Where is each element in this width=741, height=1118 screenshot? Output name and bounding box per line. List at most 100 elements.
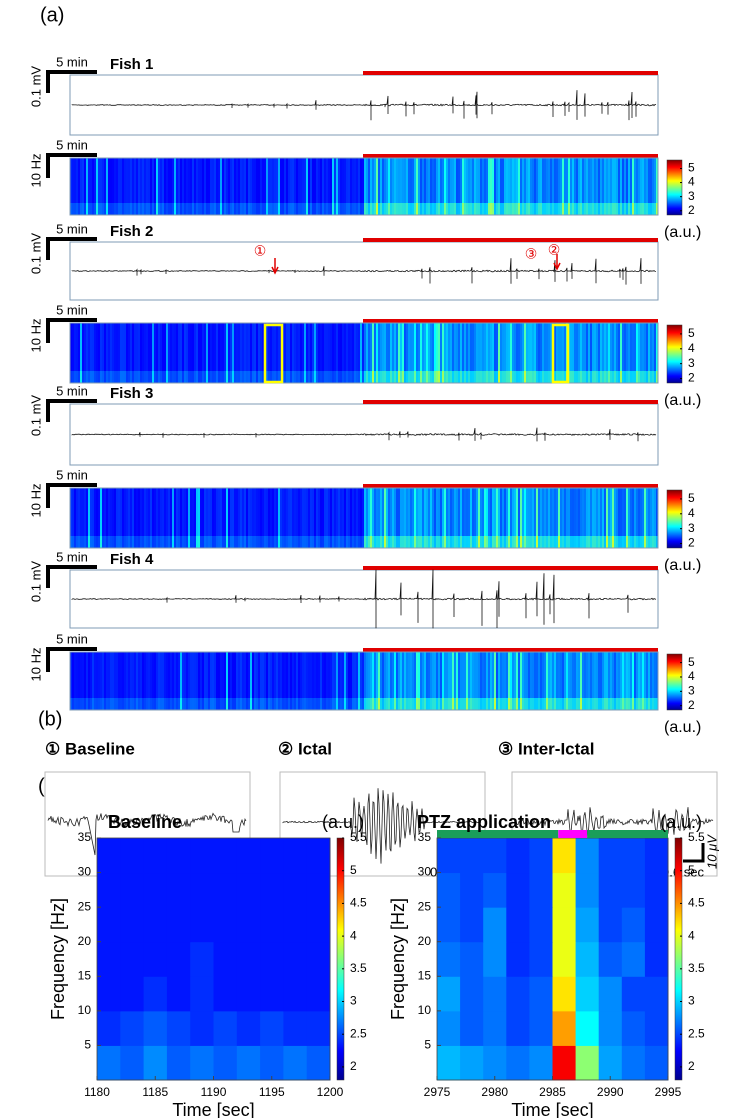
heatmap-cell bbox=[260, 907, 284, 943]
spectrogram-low bbox=[246, 371, 248, 383]
spectrogram-column bbox=[194, 488, 196, 548]
heatmap-cell bbox=[529, 976, 553, 1012]
y-tick-label: 5 bbox=[424, 1038, 431, 1052]
spectrogram-column bbox=[634, 158, 636, 215]
spectrogram-column bbox=[462, 323, 464, 383]
spectrogram-column bbox=[452, 488, 454, 548]
spectrogram-low bbox=[610, 536, 612, 548]
spectrogram-column bbox=[110, 323, 112, 383]
spectrogram-low bbox=[252, 203, 254, 215]
spectrogram-low bbox=[324, 371, 326, 383]
spectrogram-column bbox=[256, 652, 258, 710]
spectrogram-column bbox=[440, 488, 442, 548]
spectrogram-low bbox=[386, 371, 388, 383]
spectrogram-low bbox=[152, 203, 154, 215]
spectrogram-column bbox=[582, 652, 584, 710]
spectrogram-low bbox=[504, 536, 506, 548]
spectrogram-low bbox=[120, 203, 122, 215]
spectrogram-low bbox=[410, 536, 412, 548]
heatmap-cell bbox=[97, 976, 121, 1012]
spectrogram-low bbox=[488, 698, 490, 710]
treatment-bar bbox=[363, 484, 658, 488]
spectrogram-column bbox=[134, 158, 136, 215]
spectrogram-low bbox=[544, 203, 546, 215]
spectrogram-column bbox=[78, 323, 80, 383]
spectrogram-low bbox=[112, 203, 114, 215]
spectrogram-column bbox=[128, 323, 130, 383]
spectrogram-low bbox=[430, 203, 432, 215]
spectrogram-column bbox=[226, 488, 228, 548]
spectrogram-low bbox=[192, 203, 194, 215]
spectrogram-low bbox=[198, 698, 200, 710]
spectrogram-low bbox=[634, 203, 636, 215]
spectrogram-low bbox=[244, 536, 246, 548]
spectrogram-low bbox=[448, 371, 450, 383]
spectrogram-column bbox=[202, 652, 204, 710]
spectrogram-column bbox=[106, 323, 108, 383]
spectrogram-low bbox=[584, 371, 586, 383]
spectrogram-column bbox=[416, 158, 418, 215]
spectrogram-column bbox=[530, 488, 532, 548]
spectrogram-low bbox=[524, 536, 526, 548]
spectrogram-column bbox=[104, 323, 106, 383]
spectrogram-low bbox=[214, 698, 216, 710]
spectrogram-low bbox=[78, 371, 80, 383]
spectrogram-low bbox=[614, 698, 616, 710]
spectrogram-column bbox=[250, 323, 252, 383]
chart-title: PTZ application bbox=[417, 812, 551, 832]
spectrogram-column bbox=[414, 158, 416, 215]
spectrogram-column bbox=[594, 158, 596, 215]
spectrogram-low bbox=[286, 536, 288, 548]
spectrogram-low bbox=[362, 698, 364, 710]
spectrogram-low bbox=[434, 536, 436, 548]
spectrogram-column bbox=[610, 158, 612, 215]
spectrogram-low bbox=[636, 536, 638, 548]
spectrogram-column bbox=[510, 652, 512, 710]
spectrogram-low bbox=[452, 698, 454, 710]
spectrogram-column bbox=[394, 323, 396, 383]
spectrogram-column bbox=[512, 488, 514, 548]
spectrogram-column bbox=[248, 488, 250, 548]
spectrogram-low bbox=[388, 698, 390, 710]
spectrogram-low bbox=[440, 203, 442, 215]
spectrogram-low bbox=[132, 371, 134, 383]
spectrogram-low bbox=[606, 371, 608, 383]
spectrogram-low bbox=[332, 203, 334, 215]
spectrogram-low bbox=[436, 371, 438, 383]
spectrogram-low bbox=[198, 536, 200, 548]
spectrogram-low bbox=[166, 203, 168, 215]
spectrogram-column bbox=[116, 652, 118, 710]
spectrogram-column bbox=[124, 488, 126, 548]
spectrogram-low bbox=[206, 536, 208, 548]
spectrogram-low bbox=[276, 371, 278, 383]
spectrogram-column bbox=[150, 158, 152, 215]
spectrogram-low bbox=[542, 536, 544, 548]
spectrogram-column bbox=[412, 652, 414, 710]
spectrogram-low bbox=[88, 698, 90, 710]
spectrogram-column bbox=[638, 323, 640, 383]
spectrogram-column bbox=[246, 488, 248, 548]
spectrogram-low bbox=[344, 536, 346, 548]
spectrogram-column bbox=[380, 323, 382, 383]
spectrogram-low bbox=[572, 371, 574, 383]
spectrogram-low bbox=[376, 371, 378, 383]
spectrogram-low bbox=[154, 536, 156, 548]
spectrogram-column bbox=[448, 158, 450, 215]
spectrogram-low bbox=[350, 536, 352, 548]
spectrogram-low bbox=[348, 371, 350, 383]
spectrogram-low bbox=[170, 371, 172, 383]
spectrogram-low bbox=[374, 203, 376, 215]
spectrogram-low bbox=[312, 698, 314, 710]
spectrogram-low bbox=[278, 203, 280, 215]
spectrogram-low bbox=[228, 698, 230, 710]
spectrogram-column bbox=[302, 158, 304, 215]
spectrogram-column bbox=[512, 323, 514, 383]
spectrogram-column bbox=[84, 158, 86, 215]
spectrogram-column bbox=[290, 488, 292, 548]
spectrogram-column bbox=[524, 652, 526, 710]
spectrogram-column bbox=[588, 323, 590, 383]
spectrogram-column bbox=[544, 488, 546, 548]
heatmap-cell bbox=[190, 907, 214, 943]
spectrogram-column bbox=[196, 158, 198, 215]
spectrogram-column bbox=[204, 488, 206, 548]
